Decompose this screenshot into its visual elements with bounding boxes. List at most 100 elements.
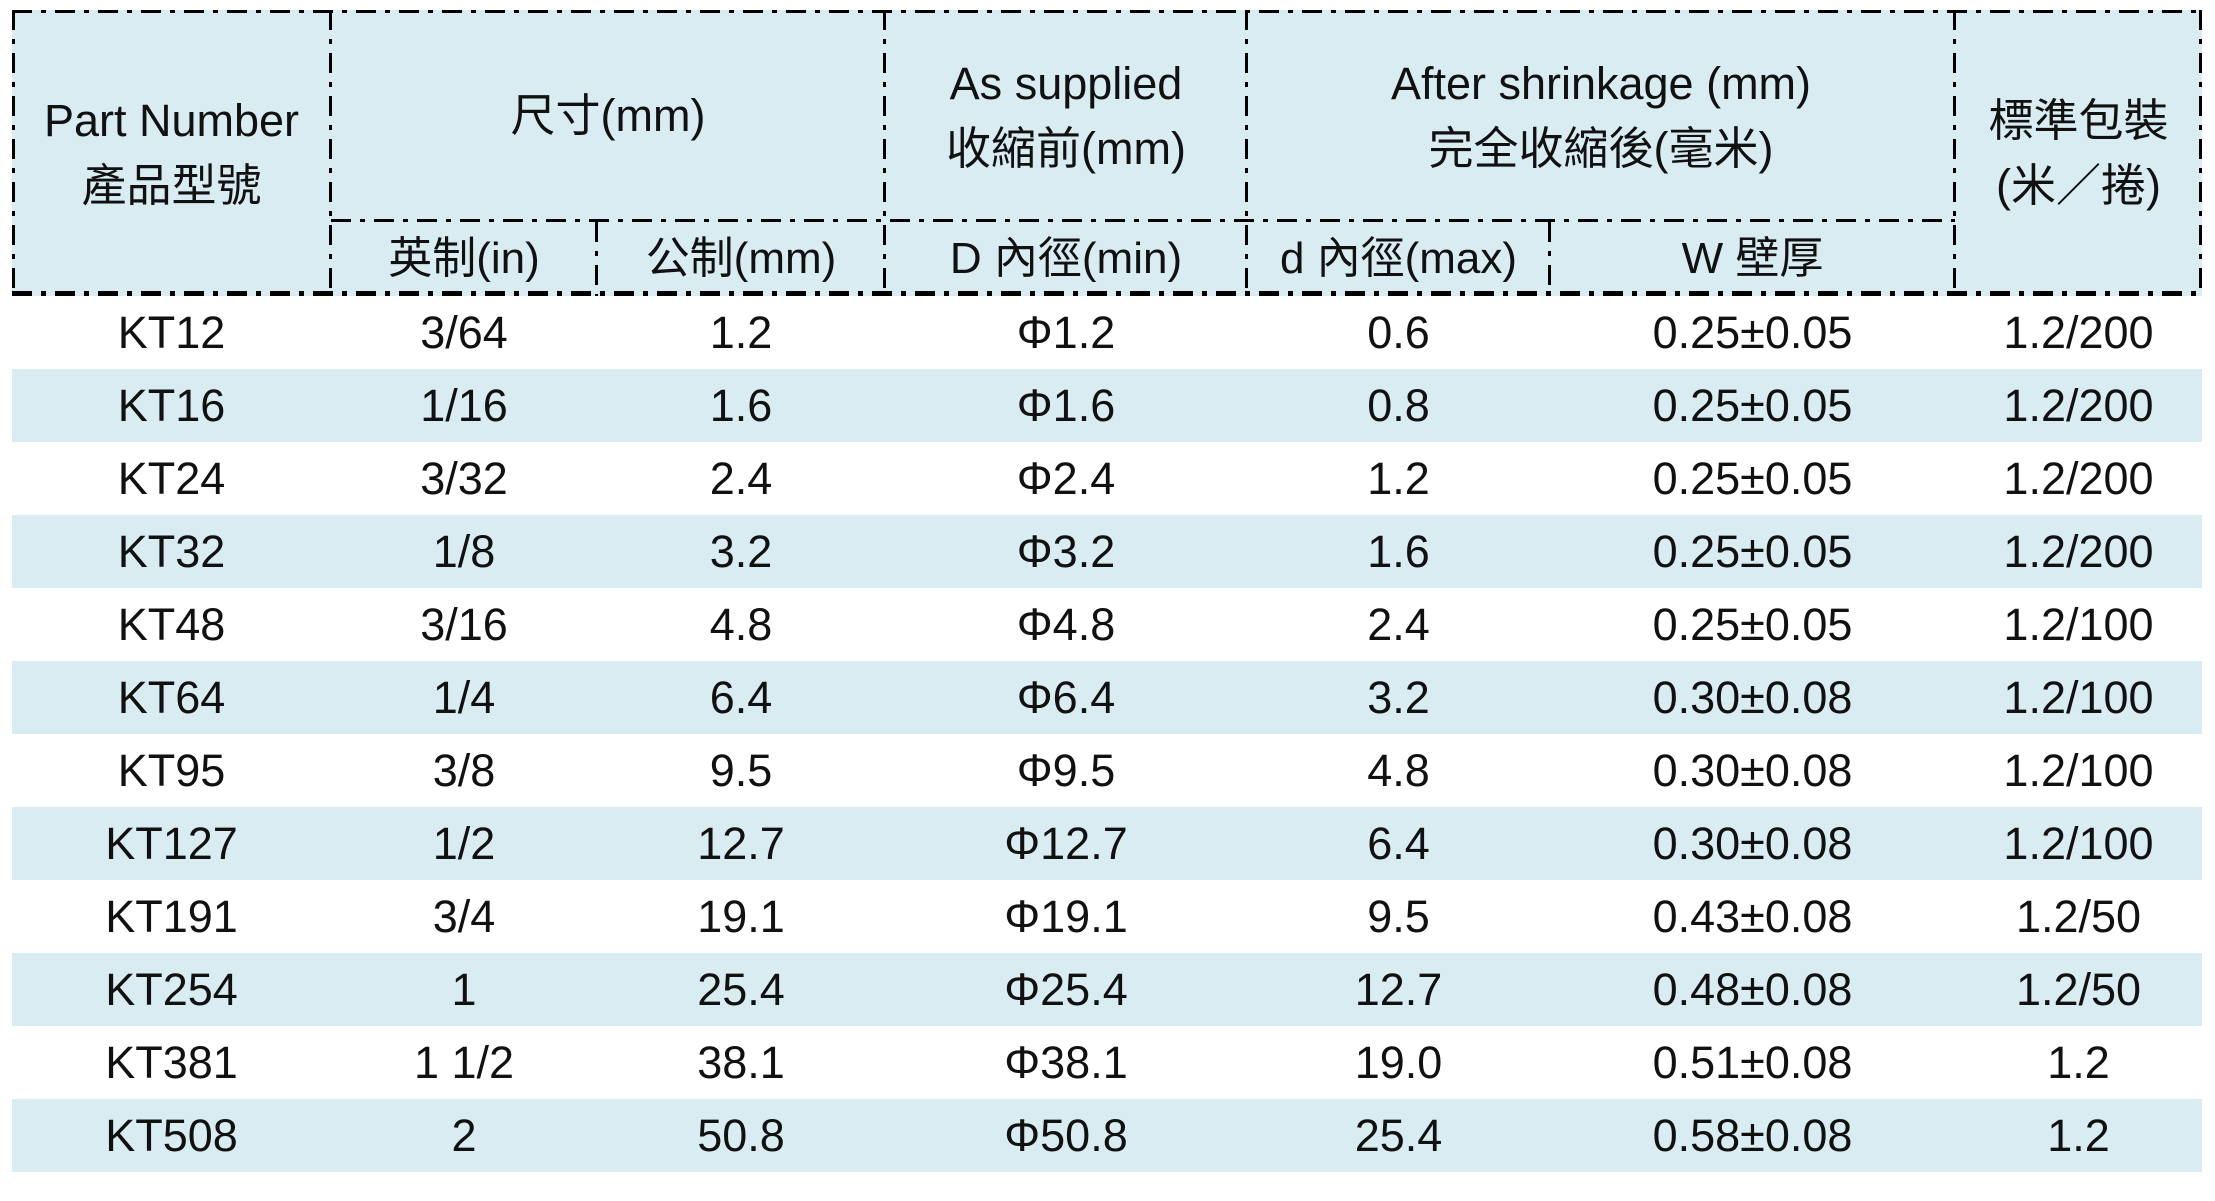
table-cell: 1.2/50: [2015, 963, 2142, 1015]
table-cell: 19.0: [1354, 1036, 1443, 1088]
header-after-shrinkage: After shrinkage (mm) 完全收縮後(毫米): [1247, 10, 1955, 222]
header-size-group: 尺寸(mm): [331, 10, 885, 222]
header-part-number-zh: 產品型號: [81, 160, 262, 211]
table-cell: 1.2/100: [2003, 598, 2154, 650]
table-cell: 1.2/100: [2003, 817, 2154, 869]
table-cell: 0.6: [1367, 306, 1430, 358]
table-cell: 4.8: [709, 598, 773, 650]
table-cell: KT127: [105, 817, 238, 869]
table-cell: 1.2/200: [2003, 525, 2154, 577]
header-packaging-line1: 標準包裝: [1988, 94, 2169, 146]
header-after-shrinkage-en: After shrinkage (mm): [1390, 57, 1812, 109]
table-cell: 0.48±0.08: [1652, 963, 1853, 1015]
table-cell: 1.6: [1367, 525, 1430, 577]
header-part-number-en: Part Number: [43, 94, 300, 146]
table-cell: 0.30±0.08: [1652, 671, 1853, 723]
table-cell: 1/2: [432, 817, 496, 869]
header-as-supplied-en: As supplied: [949, 57, 1183, 109]
table-cell: Φ50.8: [1004, 1109, 1128, 1161]
table-cell: KT48: [117, 598, 226, 650]
table-cell: Φ9.5: [1016, 744, 1116, 796]
table-row: KT48 3/16 4.8 Φ4.8 2.4 0.25±0.05 1.2/100: [12, 588, 2202, 661]
table-cell: KT12: [117, 306, 226, 358]
table-cell: 1/16: [420, 379, 508, 431]
table-cell: Φ25.4: [1004, 963, 1128, 1015]
table-row: KT127 1/2 12.7 Φ12.7 6.4 0.30±0.08 1.2/100: [12, 807, 2202, 880]
table-cell: 0.25±0.05: [1652, 452, 1853, 504]
table-cell: 3/4: [432, 890, 496, 942]
table-cell: 0.58±0.08: [1652, 1109, 1853, 1161]
table-cell: 0.51±0.08: [1652, 1036, 1853, 1088]
table-cell: 0.25±0.05: [1652, 379, 1853, 431]
table-cell: 12.7: [697, 817, 785, 869]
header-size-group-label: 尺寸(mm): [510, 90, 706, 142]
table-cell: 0.30±0.08: [1652, 817, 1853, 869]
spec-table: Part Number 產品型號 尺寸(mm) As supplied 收縮前(…: [12, 10, 2202, 1172]
table-cell: 4.8: [1367, 744, 1430, 796]
table-cell: 2: [451, 1109, 477, 1161]
table-row: KT95 3/8 9.5 Φ9.5 4.8 0.30±0.08 1.2/100: [12, 734, 2202, 807]
table-row: KT381 1 1/2 38.1 Φ38.1 19.0 0.51±0.08 1.2: [12, 1026, 2202, 1099]
table-cell: 0.30±0.08: [1652, 744, 1853, 796]
table-cell: Φ12.7: [1004, 817, 1128, 869]
header-after-shrinkage-zh: 完全收縮後(毫米): [1428, 123, 1774, 174]
table-row: KT12 3/64 1.2 Φ1.2 0.6 0.25±0.05 1.2/200: [12, 296, 2202, 369]
table-header: Part Number 產品型號 尺寸(mm) As supplied 收縮前(…: [12, 10, 2202, 296]
table-cell: 2.4: [1367, 598, 1430, 650]
table-cell: 1.2/200: [2003, 379, 2154, 431]
table-cell: KT95: [117, 744, 226, 796]
table-cell: 1/4: [432, 671, 496, 723]
table-cell: 2.4: [709, 452, 773, 504]
subheader-wall-thickness: W 壁厚: [1550, 222, 1955, 296]
table-cell: 1.2: [2047, 1109, 2110, 1161]
table-row: KT32 1/8 3.2 Φ3.2 1.6 0.25±0.05 1.2/200: [12, 515, 2202, 588]
table-cell: 6.4: [709, 671, 773, 723]
subheader-d-min: D 內徑(min): [885, 222, 1247, 296]
header-packaging-line2: (米／捲): [1996, 160, 2161, 211]
table-cell: 1.2: [709, 306, 773, 358]
table-cell: 38.1: [697, 1036, 785, 1088]
table-cell: 25.4: [697, 963, 785, 1015]
table-cell: 1.2/200: [2003, 306, 2154, 358]
table-cell: 19.1: [697, 890, 785, 942]
table-cell: Φ1.2: [1016, 306, 1116, 358]
table-row: KT64 1/4 6.4 Φ6.4 3.2 0.30±0.08 1.2/100: [12, 661, 2202, 734]
table-cell: 3/16: [420, 598, 508, 650]
table-cell: 3.2: [1367, 671, 1430, 723]
table-row: KT16 1/16 1.6 Φ1.6 0.8 0.25±0.05 1.2/200: [12, 369, 2202, 442]
header-packaging: 標準包裝 (米／捲): [1955, 10, 2202, 296]
table-cell: 3/32: [420, 452, 508, 504]
table-cell: 1.2: [2047, 1036, 2110, 1088]
table-cell: 0.25±0.05: [1652, 598, 1853, 650]
table-row: KT254 1 25.4 Φ25.4 12.7 0.48±0.08 1.2/50: [12, 953, 2202, 1026]
table-cell: KT508: [105, 1109, 238, 1161]
header-as-supplied-zh: 收縮前(mm): [946, 123, 1186, 174]
table-cell: 0.8: [1367, 379, 1430, 431]
table-cell: Φ38.1: [1004, 1036, 1128, 1088]
table-cell: 1.2/100: [2003, 744, 2154, 796]
table-cell: 1.2: [1367, 452, 1430, 504]
table-row: KT24 3/32 2.4 Φ2.4 1.2 0.25±0.05 1.2/200: [12, 442, 2202, 515]
table-cell: Φ4.8: [1016, 598, 1116, 650]
subheader-inch: 英制(in): [331, 222, 597, 296]
table-cell: 1.2/100: [2003, 671, 2154, 723]
table-cell: Φ6.4: [1016, 671, 1116, 723]
table-cell: 1 1/2: [413, 1036, 515, 1088]
table-cell: 3/8: [432, 744, 496, 796]
table-cell: KT381: [105, 1036, 238, 1088]
table-cell: 9.5: [1367, 890, 1430, 942]
table-cell: 6.4: [1367, 817, 1430, 869]
subheader-metric: 公制(mm): [597, 222, 885, 296]
table-cell: 12.7: [1354, 963, 1443, 1015]
table-cell: KT32: [117, 525, 226, 577]
table-cell: 1: [451, 963, 477, 1015]
table-cell: 1/8: [432, 525, 496, 577]
table-cell: 3.2: [709, 525, 773, 577]
table-cell: 1.6: [709, 379, 773, 431]
table-cell: KT254: [105, 963, 238, 1015]
table-cell: Φ2.4: [1016, 452, 1116, 504]
table-cell: Φ3.2: [1016, 525, 1116, 577]
table-cell: KT64: [117, 671, 226, 723]
table-cell: 1.2/200: [2003, 452, 2154, 504]
table-cell: 0.43±0.08: [1652, 890, 1853, 942]
